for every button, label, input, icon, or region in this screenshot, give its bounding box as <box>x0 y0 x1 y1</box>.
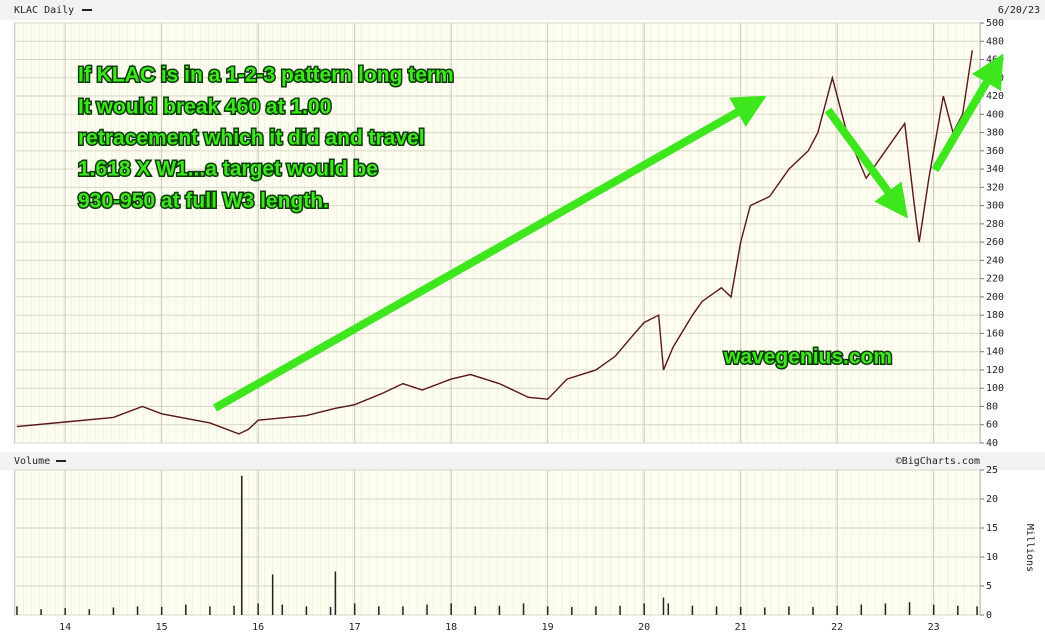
y-tick-label: 260 <box>986 237 1004 248</box>
annotation: If KLAC is in a 1-2-3 pattern long term <box>78 64 454 87</box>
credit: ©BigCharts.com <box>896 456 980 467</box>
y-tick-label: 40 <box>986 438 998 449</box>
y-tick-label: 220 <box>986 274 1004 285</box>
volume-header <box>0 452 1045 470</box>
y-tick-label: 320 <box>986 182 1004 193</box>
y-tick-label: 160 <box>986 328 1004 339</box>
chart-date: 6/20/23 <box>998 5 1040 16</box>
minor-grid <box>15 23 980 443</box>
arrow <box>931 53 1004 173</box>
annotation: 1.618 X W1...a target would be <box>78 158 378 181</box>
y-tick-label: 20 <box>986 494 998 505</box>
arrow <box>824 107 908 219</box>
x-tick-label: 21 <box>735 622 747 633</box>
y-tick-label: 400 <box>986 109 1004 120</box>
y-tick-label: 25 <box>986 465 998 476</box>
x-tick-label: 23 <box>928 622 940 633</box>
volume-title: Volume <box>14 456 50 467</box>
x-tick-label: 14 <box>59 622 71 633</box>
plots: 4060801001201401601802002202402602803003… <box>15 18 1004 633</box>
y-tick-label: 10 <box>986 552 998 563</box>
header-bar <box>0 0 1045 20</box>
arrow <box>213 95 767 412</box>
y-tick-label: 100 <box>986 383 1004 394</box>
y-tick-label: 0 <box>986 610 992 621</box>
y-tick-label: 280 <box>986 219 1004 230</box>
y-tick-label: 340 <box>986 164 1004 175</box>
x-tick-label: 19 <box>542 622 554 633</box>
y-tick-label: 60 <box>986 420 998 431</box>
y-tick-label: 140 <box>986 347 1004 358</box>
annotation: retracement which it did and travel <box>78 127 425 150</box>
y-tick-label: 80 <box>986 401 998 412</box>
y-tick-label: 460 <box>986 55 1004 66</box>
x-tick-label: 15 <box>156 622 168 633</box>
y-tick-label: 5 <box>986 581 992 592</box>
y-tick-label: 500 <box>986 18 1004 29</box>
annotation: It would break 460 at 1.00 <box>78 96 331 119</box>
y-tick-label: 300 <box>986 201 1004 212</box>
watermark: wavegenius.com <box>723 346 892 369</box>
x-tick-label: 17 <box>349 622 361 633</box>
x-tick-label: 16 <box>252 622 264 633</box>
y-tick-label: 200 <box>986 292 1004 303</box>
x-tick-label: 18 <box>445 622 457 633</box>
annotation: 930-950 at full W3 length. <box>78 190 329 213</box>
x-tick-label: 20 <box>638 622 650 633</box>
y-tick-label: 360 <box>986 146 1004 157</box>
chart-title: KLAC Daily <box>14 5 74 16</box>
minor-grid <box>15 470 980 615</box>
y-tick-label: 420 <box>986 91 1004 102</box>
y-tick-label: 240 <box>986 255 1004 266</box>
y-axis-label: Millions <box>1024 524 1035 572</box>
annotation-arrows <box>213 53 1004 412</box>
y-tick-label: 180 <box>986 310 1004 321</box>
y-tick-label: 380 <box>986 128 1004 139</box>
price-line <box>16 50 973 435</box>
x-tick-label: 22 <box>831 622 843 633</box>
y-tick-label: 480 <box>986 36 1004 47</box>
y-tick-label: 15 <box>986 523 998 534</box>
y-tick-label: 120 <box>986 365 1004 376</box>
